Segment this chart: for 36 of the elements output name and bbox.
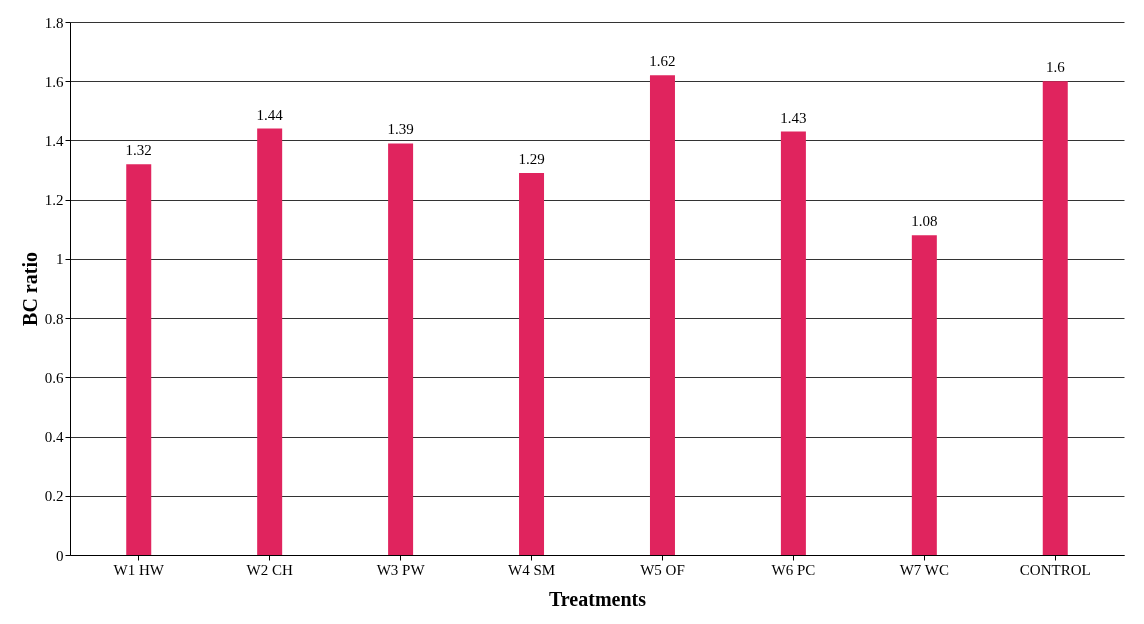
x-tick-label: W4 SM [507,561,556,578]
x-tick-label: W3 PW [376,561,426,578]
bar [126,164,152,555]
bar [649,75,675,555]
y-tick-label: 1.6 [44,73,64,90]
x-tick-label: W7 WC [899,561,949,578]
x-tick-label: W6 PC [771,561,816,578]
bar [388,143,414,555]
x-tick-label: W5 OF [640,561,685,578]
bar [519,173,545,555]
y-axis-title: BC ratio [18,252,41,326]
bar [257,128,283,555]
bar [1042,81,1068,555]
y-tick-label: 0.4 [44,429,64,446]
y-tick-label: 1.2 [44,192,64,209]
data-label: 1.44 [256,106,284,123]
y-tick-label: 1 [56,251,64,268]
y-tick-label: 1.8 [44,14,64,31]
data-label: 1.32 [125,142,152,159]
data-label: 1.39 [387,121,414,138]
data-label: 1.43 [780,109,807,126]
y-tick-label: 0.6 [44,369,64,386]
y-tick-label: 0 [56,547,64,564]
x-tick-label: W2 CH [246,561,293,578]
y-tick-label: 0.2 [44,488,64,505]
bar [780,131,806,555]
x-tick-label: W1 HW [113,561,165,578]
y-tick-label: 0.8 [44,310,64,327]
x-axis-title: Treatments [548,587,647,610]
data-label: 1.08 [911,213,938,230]
data-label: 1.29 [518,151,545,168]
x-tick-label: CONTROL [1019,561,1091,578]
data-label: 1.6 [1045,59,1066,76]
bar [911,235,937,555]
data-label: 1.62 [649,53,676,70]
y-tick-label: 1.4 [44,132,64,149]
